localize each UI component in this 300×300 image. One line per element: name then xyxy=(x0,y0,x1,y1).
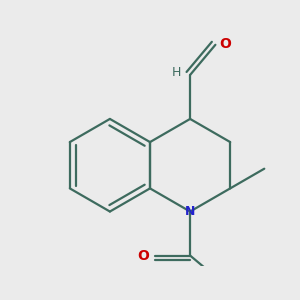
Text: H: H xyxy=(172,66,182,79)
Text: O: O xyxy=(219,37,231,51)
Text: O: O xyxy=(137,248,149,262)
Text: N: N xyxy=(185,205,195,218)
